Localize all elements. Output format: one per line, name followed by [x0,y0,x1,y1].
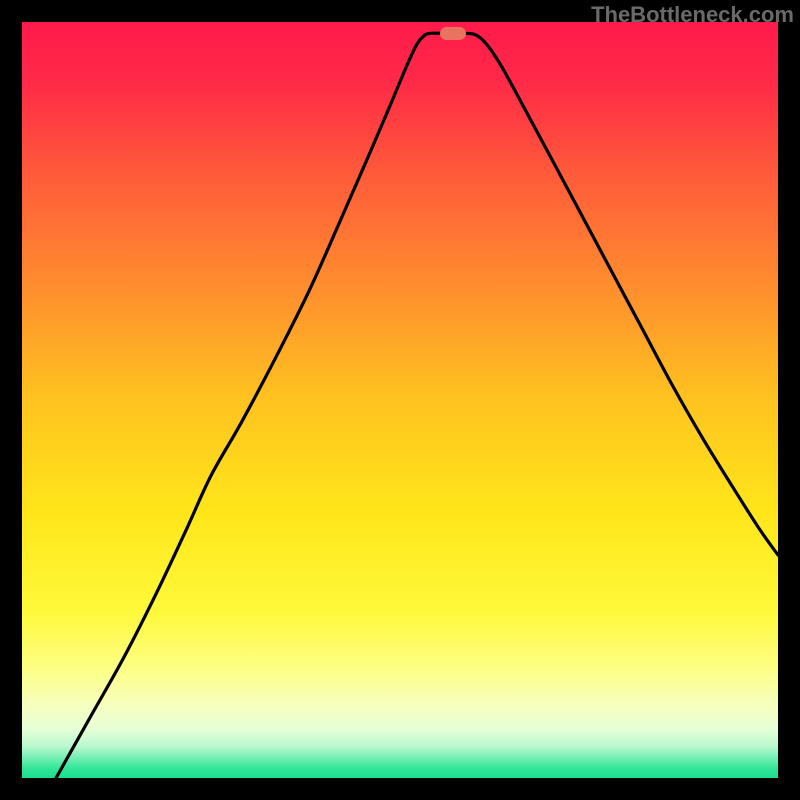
plot-area [22,22,778,778]
optimal-point-marker [440,27,466,40]
performance-curve [56,33,778,778]
curve-layer [22,22,778,778]
bottleneck-chart: TheBottleneck.com [0,0,800,800]
watermark-text: TheBottleneck.com [591,2,794,28]
